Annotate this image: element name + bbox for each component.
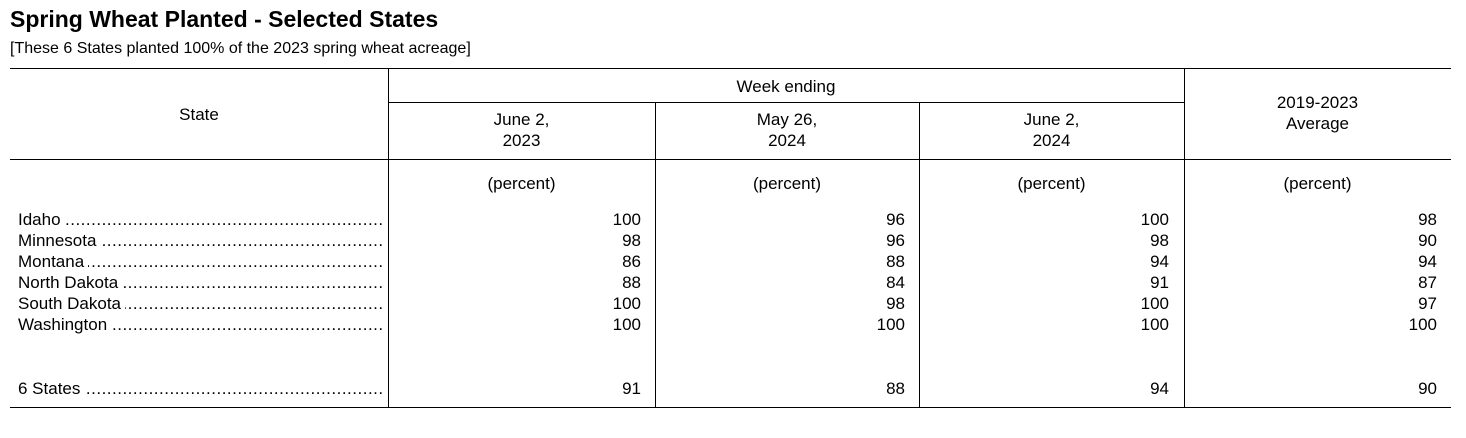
leader-dots: ........................................… [18,231,384,250]
leader-dots: ........................................… [18,252,384,271]
state-name-cell: ........................................… [18,379,384,400]
value-cell-col1: 88 [622,273,641,292]
state-name-cell: ........................................… [18,315,384,336]
value-cell-col1: 100 [612,210,641,229]
value-cell-col3: 91 [1150,273,1169,292]
value-cell-col4: 97 [1418,294,1437,313]
value-cell-col4: 100 [1408,315,1437,334]
table-row: ........................................… [0,315,1466,336]
value-cell-col1: 100 [612,294,641,313]
week-ending-header: Week ending [736,77,836,96]
value-cell-col4: 87 [1418,273,1437,292]
state-name: Montana [18,252,89,271]
value-cell-col3: 94 [1150,379,1169,398]
state-name: Idaho [18,210,65,229]
column-header-average: 2019-2023 Average [1276,93,1359,133]
unit-label-col4: (percent) [1283,174,1352,193]
state-name-cell: ........................................… [18,273,384,294]
unit-label-col1: (percent) [487,174,556,193]
table-row: ........................................… [0,273,1466,294]
column-divider-1 [655,102,656,408]
value-cell-col3: 100 [1140,210,1169,229]
leader-dots: ........................................… [18,379,384,398]
state-name: Minnesota [18,231,101,250]
value-cell-col3: 98 [1150,231,1169,250]
column-divider-state [388,68,389,408]
week-ending-rule [388,102,1184,103]
value-cell-col3: 100 [1140,294,1169,313]
table-row: ........................................… [0,252,1466,273]
value-cell-col2: 88 [886,252,905,271]
total-row: ........................................… [0,379,1466,400]
value-cell-col2: 96 [886,210,905,229]
state-header: State [179,105,219,124]
value-cell-col1: 100 [612,315,641,334]
column-header-may-26-2024: May 26, 2024 [756,110,818,150]
value-cell-col3: 100 [1140,315,1169,334]
value-cell-col2: 98 [886,294,905,313]
column-header-june-2-2024: June 2, 2024 [1023,110,1080,150]
value-cell-col2: 88 [886,379,905,398]
unit-label-col3: (percent) [1017,174,1086,193]
table-row: ........................................… [0,231,1466,252]
state-name-cell: ........................................… [18,294,384,315]
value-cell-col4: 94 [1418,252,1437,271]
table-bottom-rule [10,407,1451,408]
page-subtitle: [These 6 States planted 100% of the 2023… [10,40,471,57]
value-cell-col4: 98 [1418,210,1437,229]
value-cell-col1: 86 [622,252,641,271]
value-cell-col1: 91 [622,379,641,398]
table-top-rule [10,68,1451,69]
state-name-cell: ........................................… [18,231,384,252]
value-cell-col3: 94 [1150,252,1169,271]
value-cell-col2: 96 [886,231,905,250]
page-title: Spring Wheat Planted - Selected States [10,6,439,32]
table-row: ........................................… [0,294,1466,315]
header-bottom-rule [10,159,1451,160]
state-name: Washington [18,315,112,334]
value-cell-col1: 98 [622,231,641,250]
value-cell-col4: 90 [1418,379,1437,398]
unit-label-col2: (percent) [752,174,822,193]
column-header-june-2-2023: June 2, 2023 [493,110,550,150]
state-name: 6 States [18,379,85,398]
value-cell-col2: 100 [876,315,905,334]
state-name: South Dakota [18,294,126,313]
state-name: North Dakota [18,273,123,292]
value-cell-col4: 90 [1418,231,1437,250]
table-row: ........................................… [0,210,1466,231]
column-divider-2 [919,102,920,408]
column-divider-3 [1184,68,1185,408]
state-name-cell: ........................................… [18,252,384,273]
state-name-cell: ........................................… [18,210,384,231]
value-cell-col2: 84 [886,273,905,292]
leader-dots: ........................................… [18,210,384,229]
